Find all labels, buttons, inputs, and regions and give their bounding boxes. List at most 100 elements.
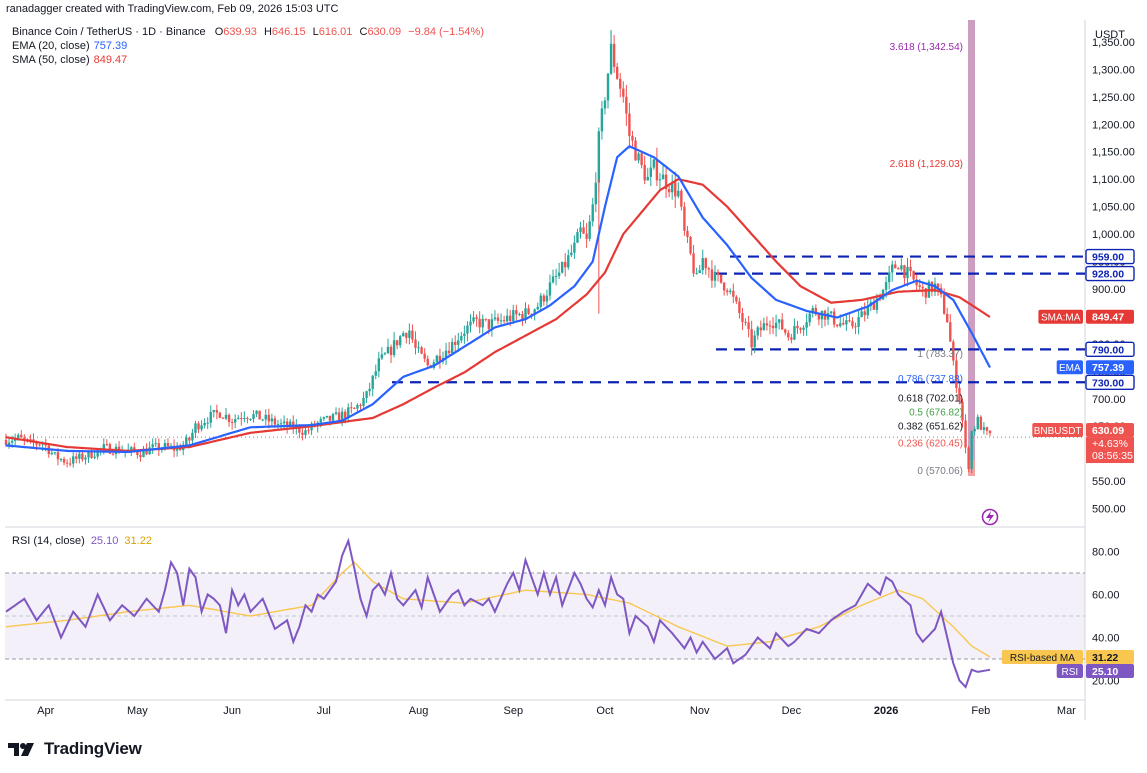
candle [817,314,821,320]
level-tag-border [1085,265,1135,282]
price-tick-label: 1,200.00 [1092,119,1135,131]
time-axis-label: Apr [37,705,54,717]
candle [380,354,384,359]
candle [502,320,506,322]
candle [133,447,136,452]
rsi-value-tag-bg[interactable] [1086,664,1134,678]
rsi-legend[interactable]: RSI (14, close) 25.10 31.22 [12,535,152,547]
candle [585,233,588,239]
rsi-line [5,537,991,689]
candle [10,440,14,443]
symbol-legend: Binance Coin / TetherUS · 1D · Binance O… [12,26,484,38]
level-928-tag-bg[interactable] [1086,266,1134,281]
candle [166,443,170,447]
candle [622,88,625,97]
candle [386,346,390,354]
time-axis-label: Jun [223,705,241,717]
candle [814,308,818,315]
candle [96,449,99,457]
level-790-tag: 790.00 [1092,344,1124,356]
candle [545,295,549,302]
candle [729,290,732,293]
rsi-tick-label: 40.00 [1092,633,1120,645]
level-790-tag-bg[interactable] [1086,342,1134,357]
candle [457,340,460,345]
candle [402,333,405,337]
candle [319,418,322,423]
sma-value-tag-bg[interactable] [1086,309,1134,324]
candle [539,295,542,307]
candle [808,313,811,323]
candle [921,286,924,289]
candle [924,288,928,298]
candle [952,341,955,361]
candle [851,321,854,327]
sma-value-tag: 849.47 [1092,312,1124,324]
ema-value-tag: 757.39 [1092,362,1124,374]
sma-legend[interactable]: SMA (50, close) 849.47 [12,54,128,66]
candle [533,309,536,315]
candle [463,333,466,337]
price-tick-label: 900.00 [1092,284,1126,296]
candle [768,325,772,327]
price-value-tag-bg[interactable] [1086,423,1134,438]
candle [487,319,491,329]
ema-legend[interactable]: EMA (20, close) 757.39 [12,40,128,52]
candle [395,340,399,346]
candle [677,190,680,197]
candle [619,78,622,89]
rsi-ma-value-tag-bg[interactable] [1086,650,1134,664]
time-axis-label: May [127,705,148,717]
candle [221,417,225,419]
candle [142,449,145,458]
candle [918,285,921,287]
candle [658,179,662,181]
candle [832,311,836,325]
candle [499,320,503,322]
candle [787,332,790,338]
candle [347,407,350,419]
candle [631,136,634,141]
candle [915,279,918,286]
ema-tag-label: EMA [1059,363,1081,374]
symbol-name[interactable]: Binance Coin / TetherUS · 1D · Binance [12,26,206,38]
candle [985,427,989,431]
candle [175,447,179,451]
level-959-tag-bg[interactable] [1086,249,1134,264]
candle [530,313,533,315]
candle [640,153,643,166]
candle [307,430,310,432]
candle [747,322,750,330]
tradingview-logo[interactable]: TradingView [8,739,142,759]
price-tick-label: 1,100.00 [1092,174,1135,186]
candle [353,407,356,409]
candle [478,318,481,328]
time-axis-label: 2026 [874,705,898,717]
price-tag-ext [1086,437,1134,464]
candle [75,456,78,459]
candle [444,350,448,359]
candle [542,295,546,302]
candle [252,414,255,419]
candle [237,418,240,420]
time-axis-label: Mar [1057,705,1076,717]
tradingview-logo-icon [8,743,34,756]
candle [17,434,20,439]
candle [887,272,891,283]
candle [218,412,222,418]
candle [741,312,744,322]
candle [38,444,41,446]
fib-level-label: 2.618 (1,129.03) [890,159,963,170]
candle [576,232,579,243]
ema-value-tag-bg[interactable] [1086,360,1134,375]
lightning-icon[interactable] [981,508,999,526]
candle [988,430,992,434]
candle [686,230,689,238]
candle [7,442,11,446]
level-730-tag-bg[interactable] [1086,375,1134,390]
rsi-ma-tag-label-bg [1001,650,1083,664]
candle [615,66,619,79]
candle [799,328,802,330]
candle [698,270,701,274]
